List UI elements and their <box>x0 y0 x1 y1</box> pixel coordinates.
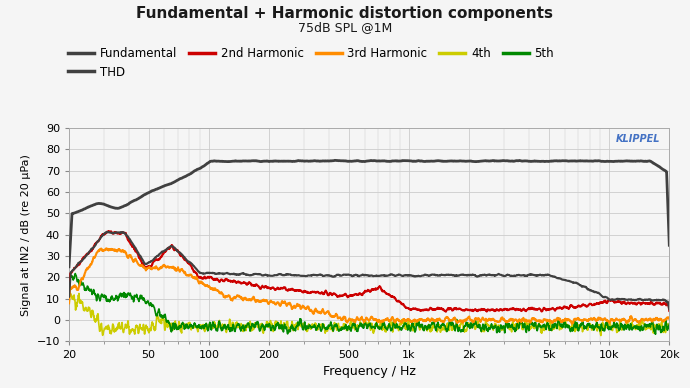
Y-axis label: Signal at IN2 / dB (re 20 µPa): Signal at IN2 / dB (re 20 µPa) <box>21 154 31 316</box>
Text: 75dB SPL @1M: 75dB SPL @1M <box>298 21 392 35</box>
Text: Fundamental + Harmonic distortion components: Fundamental + Harmonic distortion compon… <box>137 6 553 21</box>
Text: KLIPPEL: KLIPPEL <box>615 134 660 144</box>
Legend: Fundamental, THD, 2nd Harmonic, 3rd Harmonic, 4th, 5th: Fundamental, THD, 2nd Harmonic, 3rd Harm… <box>68 47 554 78</box>
X-axis label: Frequency / Hz: Frequency / Hz <box>323 365 415 378</box>
